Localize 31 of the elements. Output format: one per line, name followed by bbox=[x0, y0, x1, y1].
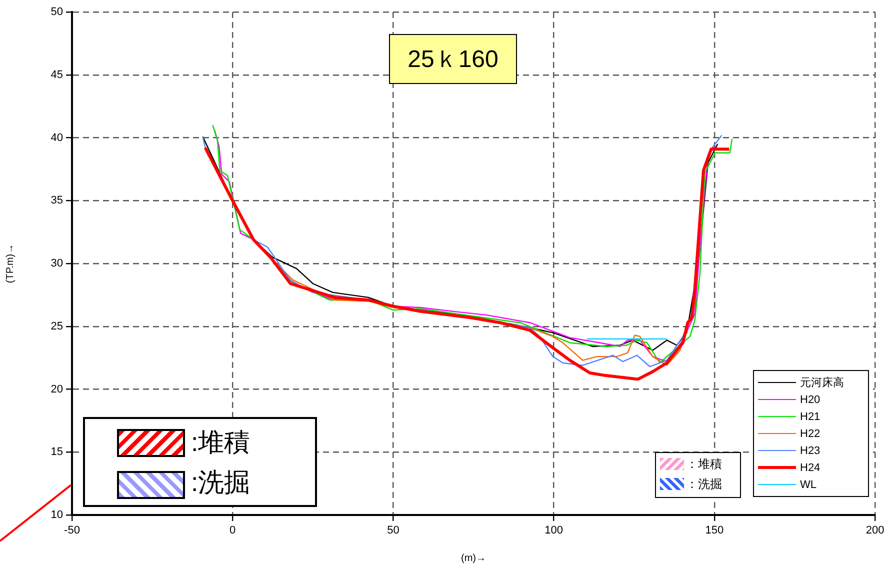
annotation: ：洗掘 bbox=[686, 476, 722, 493]
legend-label: H23 bbox=[800, 444, 820, 456]
legend-label: H20 bbox=[800, 394, 820, 406]
y-tick-label: 35 bbox=[50, 194, 63, 207]
hatch-key: ：堆積 ：洗掘 bbox=[655, 452, 741, 498]
y-tick-label: 20 bbox=[50, 383, 63, 396]
y-tick-label: 40 bbox=[50, 132, 63, 144]
x-tick-label: 200 bbox=[866, 524, 884, 537]
legend-label: 元河床高 bbox=[800, 376, 844, 390]
annotation: ：堆積 bbox=[686, 456, 722, 473]
x-tick-label: -50 bbox=[64, 524, 80, 537]
hatch-key: :堆積 :洗掘 bbox=[83, 417, 317, 507]
x-tick-label: 0 bbox=[230, 524, 236, 537]
y-tick-label: 50 bbox=[50, 6, 63, 18]
x-tick-label: 150 bbox=[705, 524, 724, 537]
legend-label: H24 bbox=[800, 462, 820, 474]
x-tick-label: 100 bbox=[544, 524, 563, 537]
y-tick-label: 15 bbox=[50, 446, 63, 458]
legend-label: WL bbox=[800, 478, 816, 490]
annotation: :洗掘 bbox=[191, 466, 250, 499]
y-tick-label: 10 bbox=[50, 509, 63, 522]
legend-label: H21 bbox=[800, 410, 820, 422]
x-tick-label: 50 bbox=[387, 524, 400, 537]
legend-label: H22 bbox=[800, 428, 820, 440]
y-tick-label: 30 bbox=[50, 258, 63, 270]
y-tick-label: 45 bbox=[50, 68, 63, 81]
y-tick-label: 25 bbox=[50, 320, 63, 332]
annotation: :堆積 bbox=[191, 426, 250, 459]
y-axis-title: (TP.m)→ bbox=[4, 244, 16, 284]
x-axis-title: (m)→ bbox=[461, 552, 486, 564]
text: 25ｋ160 bbox=[389, 34, 517, 84]
